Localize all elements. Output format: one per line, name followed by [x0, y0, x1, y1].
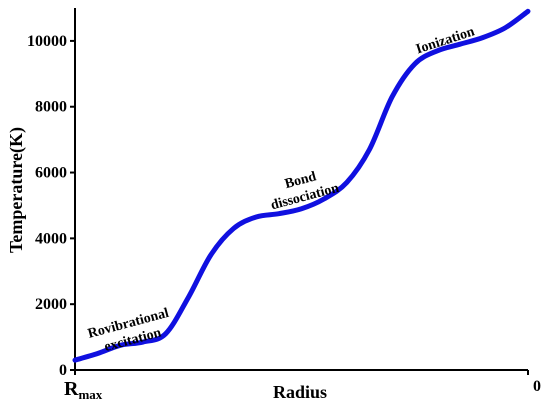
x-start-label: Rmax: [64, 378, 103, 402]
annotation-line: Ionization: [414, 24, 477, 57]
chart-axes: [74, 8, 528, 371]
x-start-label-subscript: max: [78, 387, 102, 402]
annotation-label: Ionization: [414, 24, 477, 57]
y-tick-label: 0: [59, 362, 67, 379]
chart-ticks: 0 2000 4000 6000 8000 10000: [27, 33, 529, 379]
x-end-label: 0: [533, 378, 541, 395]
x-start-label-main: R: [64, 378, 79, 400]
y-tick-label: 8000: [35, 99, 67, 116]
y-tick-label: 10000: [27, 33, 67, 50]
y-axis-title: Temperature(K): [6, 127, 27, 253]
temperature-line: [72, 8, 531, 363]
chart-annotations: RovibrationalexcitationBonddissociationI…: [86, 24, 477, 355]
y-tick-label: 6000: [35, 165, 67, 182]
y-tick-label: 4000: [35, 230, 67, 247]
x-axis-title: Radius: [273, 382, 327, 402]
y-tick-label: 2000: [35, 296, 67, 313]
chart-series: [72, 8, 531, 363]
